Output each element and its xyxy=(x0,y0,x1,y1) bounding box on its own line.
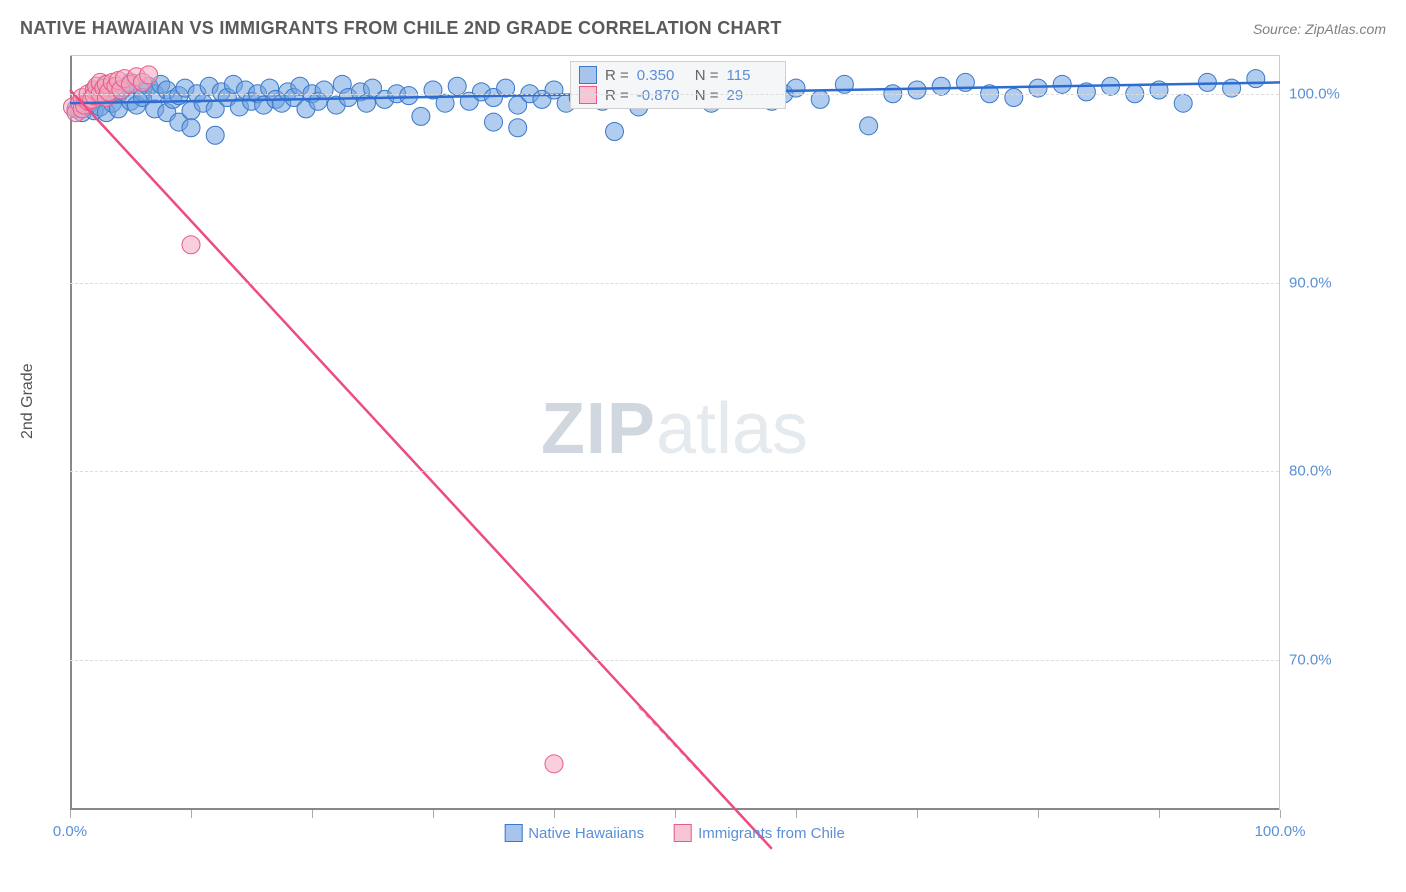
x-tick-label: 100.0% xyxy=(1255,823,1306,840)
r-value: 0.350 xyxy=(637,67,687,84)
legend-label: Native Hawaiians xyxy=(528,825,644,842)
n-label: N = xyxy=(695,67,719,84)
plot-svg xyxy=(70,56,1279,810)
data-point xyxy=(1174,94,1192,112)
x-tick xyxy=(917,810,918,818)
legend-item: Native Hawaiians xyxy=(504,824,644,842)
n-value: 29 xyxy=(727,87,777,104)
data-point xyxy=(315,81,333,99)
correlation-legend: R = 0.350 N = 115 R = -0.870 N = 29 xyxy=(570,61,786,109)
data-point xyxy=(860,117,878,135)
y-tick-label: 100.0% xyxy=(1289,85,1349,102)
data-point xyxy=(606,123,624,141)
x-tick xyxy=(70,810,71,818)
legend-swatch xyxy=(674,824,692,842)
x-tick xyxy=(675,810,676,818)
data-point xyxy=(182,119,200,137)
chart-title: NATIVE HAWAIIAN VS IMMIGRANTS FROM CHILE… xyxy=(20,18,782,39)
r-label: R = xyxy=(605,67,629,84)
r-value: -0.870 xyxy=(637,87,687,104)
gridline xyxy=(70,94,1279,95)
data-point xyxy=(1247,70,1265,88)
x-tick xyxy=(1280,810,1281,818)
data-point xyxy=(1053,75,1071,93)
gridline xyxy=(70,471,1279,472)
data-point xyxy=(448,77,466,95)
x-tick xyxy=(1159,810,1160,818)
header: NATIVE HAWAIIAN VS IMMIGRANTS FROM CHILE… xyxy=(20,18,1386,39)
data-point xyxy=(1005,89,1023,107)
data-point xyxy=(932,77,950,95)
x-tick xyxy=(554,810,555,818)
n-label: N = xyxy=(695,87,719,104)
x-tick xyxy=(1038,810,1039,818)
plot-area: ZIPatlas R =0.350N =115R =-0.870N =29 Na… xyxy=(70,55,1280,810)
legend-swatch xyxy=(579,86,597,104)
data-point xyxy=(182,236,200,254)
y-tick-label: 90.0% xyxy=(1289,274,1349,291)
series-legend: Native Hawaiians Immigrants from Chile xyxy=(504,824,845,842)
data-point xyxy=(400,87,418,105)
x-tick xyxy=(796,810,797,818)
correlation-legend-row: R = -0.870 N = 29 xyxy=(579,86,777,104)
data-point xyxy=(485,113,503,131)
x-tick xyxy=(312,810,313,818)
y-tick-label: 80.0% xyxy=(1289,463,1349,480)
data-point xyxy=(206,126,224,144)
trend-line xyxy=(70,90,772,849)
y-axis-title: 2nd Grade xyxy=(19,363,37,439)
gridline xyxy=(70,660,1279,661)
x-tick xyxy=(433,810,434,818)
data-point xyxy=(509,119,527,137)
legend-swatch xyxy=(504,824,522,842)
y-tick-label: 70.0% xyxy=(1289,652,1349,669)
gridline xyxy=(70,283,1279,284)
legend-swatch xyxy=(579,66,597,84)
correlation-legend-row: R = 0.350 N = 115 xyxy=(579,66,777,84)
data-point xyxy=(140,66,158,84)
data-point xyxy=(545,755,563,773)
r-label: R = xyxy=(605,87,629,104)
data-point xyxy=(412,107,430,125)
source-attribution: Source: ZipAtlas.com xyxy=(1253,21,1386,37)
legend-item: Immigrants from Chile xyxy=(674,824,845,842)
x-tick xyxy=(191,810,192,818)
x-tick-label: 0.0% xyxy=(53,823,87,840)
n-value: 115 xyxy=(727,67,777,84)
legend-label: Immigrants from Chile xyxy=(698,825,845,842)
